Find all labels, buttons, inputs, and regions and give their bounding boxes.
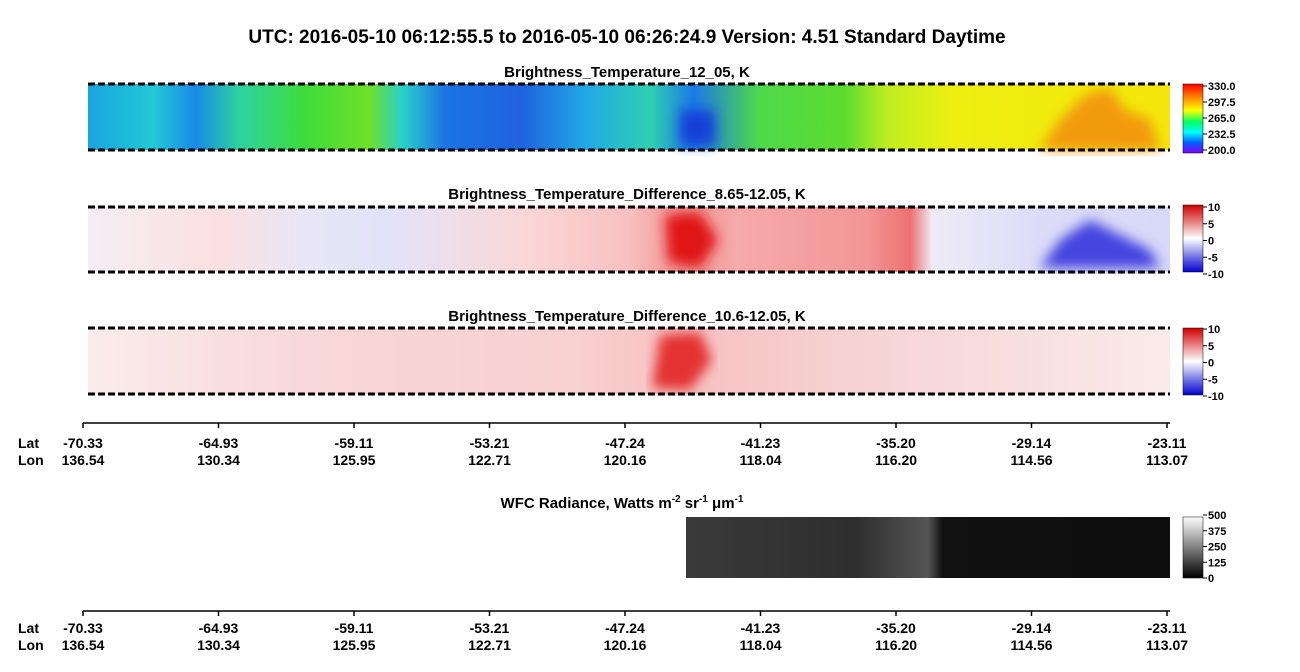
title-part: WFC Radiance, Watts m [501,495,672,512]
colorbar-label: 0 [1208,358,1214,370]
lon-label: 120.16 [604,637,647,653]
lat-label: -23.11 [1148,435,1187,451]
image-panel [88,84,1170,150]
colorbar-label: 232.5 [1208,129,1236,141]
lon-label: 113.07 [1146,637,1188,653]
lat-label: -29.14 [1012,620,1052,636]
colorbar-label: 5 [1208,341,1214,353]
colorbar-label: 0 [1208,573,1214,585]
lon-label: 118.04 [739,452,781,468]
colorbar-label: 250 [1208,542,1226,554]
colorbar-label: 330.0 [1208,81,1236,93]
axis-label: Lon [18,637,44,653]
lat-label: -64.93 [199,435,239,451]
colorbar-label: 10 [1208,324,1220,336]
lat-label: -23.11 [1148,620,1187,636]
lon-label: 125.95 [333,637,376,653]
lon-label: 120.16 [604,452,647,468]
lon-label: 114.56 [1010,452,1052,468]
lat-label: -47.24 [605,435,645,451]
title-sup: -1 [699,494,708,505]
colorbar [1182,516,1204,579]
panel-title: Brightness_Temperature_12_05, K [504,64,750,81]
title: UTC: 2016-05-10 06:12:55.5 to 2016-05-10… [248,27,1005,48]
image-texture [665,212,1160,268]
lon-label: 114.56 [1010,637,1052,653]
colorbar [1182,327,1204,396]
panel-title: Brightness_Temperature_Difference_10.6-1… [448,308,806,325]
lat-label: -35.20 [876,435,916,451]
panel-title: WFC Radiance, Watts m-2 sr-1 μm-1 [501,494,744,512]
lat-label: -59.11 [335,620,374,636]
lat-label: -64.93 [199,620,239,636]
image-panel [88,328,1170,394]
colorbar-label: 0 [1208,236,1214,248]
title-sup: -1 [735,494,744,505]
colorbar-label: 10 [1208,202,1220,214]
colorbar-label: -5 [1208,252,1218,264]
colorbar-label: -10 [1208,269,1224,281]
axis-label: Lat [18,435,39,451]
panel-title: Brightness_Temperature_Difference_8.65-1… [448,186,806,203]
lon-label: 136.54 [62,637,105,653]
colorbar-label: 297.5 [1208,97,1236,109]
lat-label: -70.33 [63,435,103,451]
lon-label: 136.54 [62,452,105,468]
lon-label: 122.71 [468,452,511,468]
axis-label: Lat [18,620,39,636]
colorbar-label: 200.0 [1208,145,1236,157]
lon-label: 130.34 [197,637,240,653]
colorbar-label: 125 [1208,557,1226,569]
lon-label: 125.95 [333,452,376,468]
colorbar-label: 265.0 [1208,113,1236,125]
lat-label: -53.21 [470,435,510,451]
colorbar [1182,83,1204,154]
lat-label: -53.21 [470,620,510,636]
lat-label: -47.24 [605,620,645,636]
lon-label: 122.71 [468,637,511,653]
title-sup: -2 [672,494,681,505]
colorbar-label: -10 [1208,391,1224,403]
image-texture [652,332,712,390]
colorbar-label: -5 [1208,374,1218,386]
image-texture [680,88,1160,150]
colorbar-label: 5 [1208,219,1214,231]
lat-label: -70.33 [63,620,103,636]
lon-label: 116.20 [875,452,917,468]
lat-label: -41.23 [741,620,781,636]
image-panel [88,207,1170,272]
lat-label: -59.11 [335,435,374,451]
image-panel [686,517,1170,578]
lon-label: 113.07 [1146,452,1188,468]
colorbar [1182,204,1204,273]
title-part: sr [681,495,700,512]
axis-label: Lon [18,452,44,468]
colorbar-label: 500 [1208,510,1226,522]
colorbar-label: 375 [1208,526,1226,538]
lon-label: 130.34 [197,452,240,468]
lon-label: 116.20 [875,637,917,653]
lat-label: -35.20 [876,620,916,636]
lat-label: -29.14 [1012,435,1052,451]
lat-label: -41.23 [741,435,781,451]
lon-label: 118.04 [739,637,781,653]
title-part: μm [708,495,735,512]
orbit-edges [88,82,1170,396]
